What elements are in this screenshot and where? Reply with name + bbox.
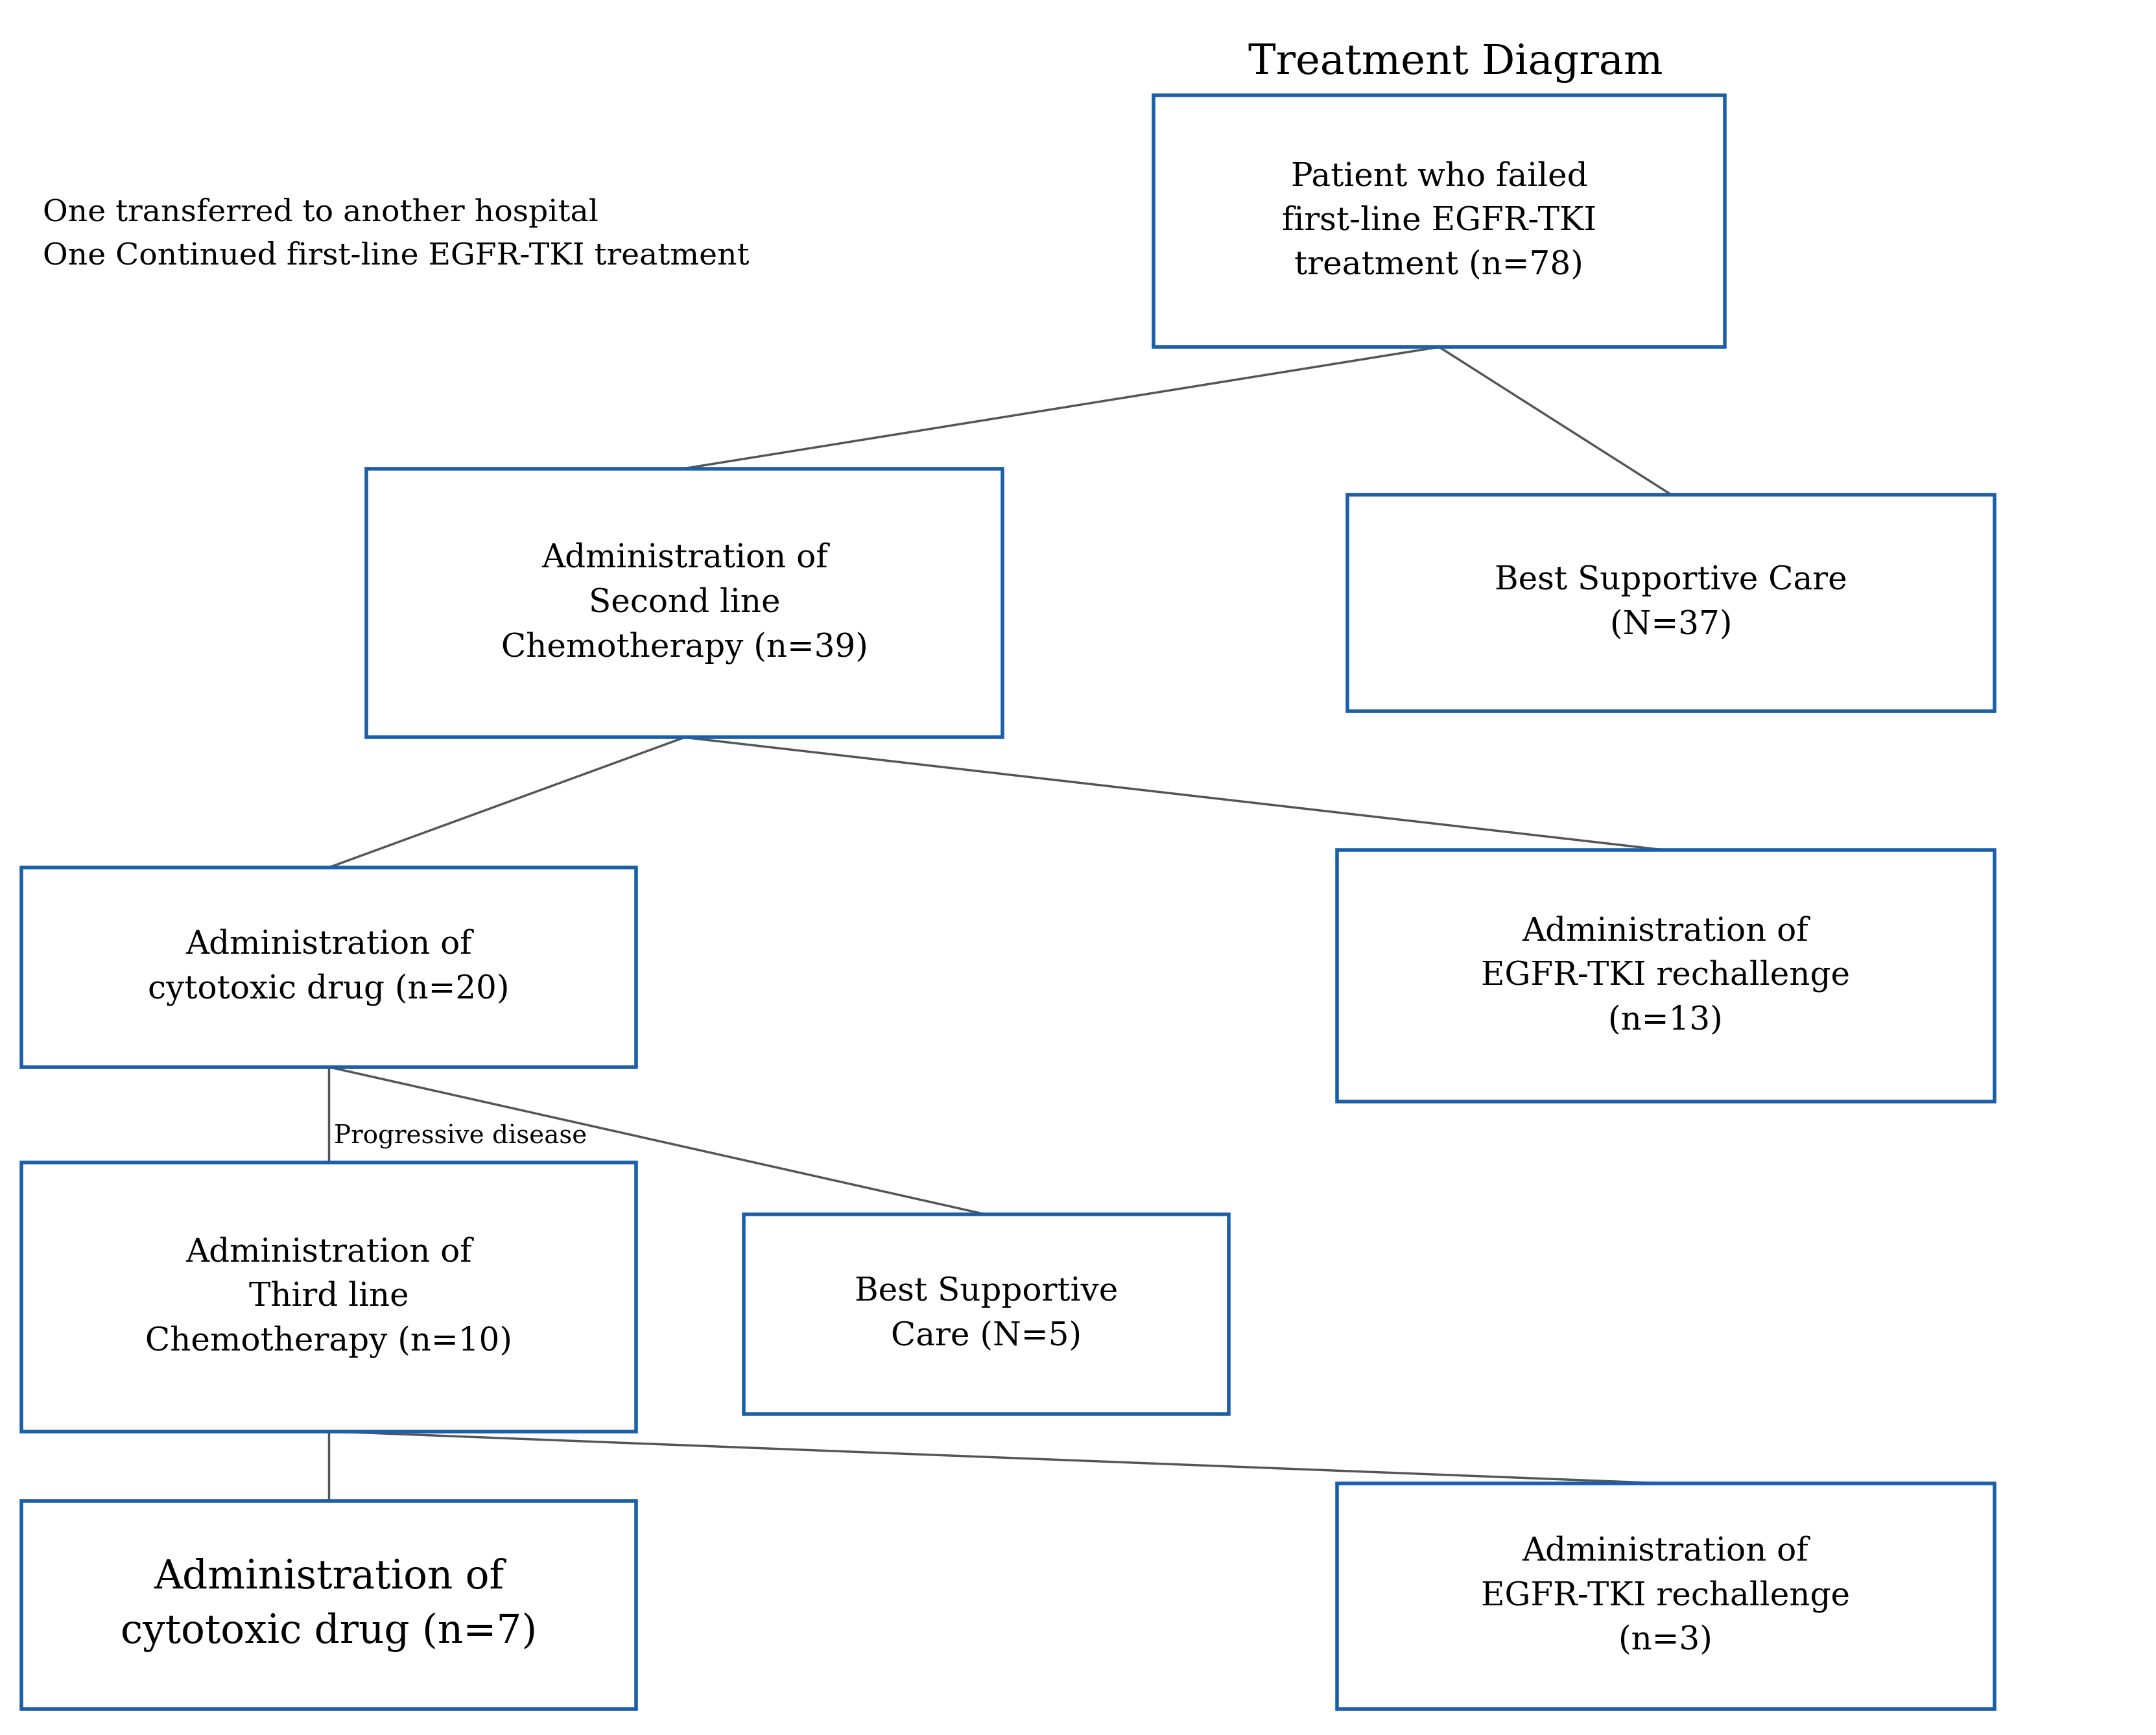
FancyBboxPatch shape bbox=[367, 468, 1003, 737]
FancyBboxPatch shape bbox=[744, 1214, 1229, 1414]
Text: Administration of
cytotoxic drug (n=20): Administration of cytotoxic drug (n=20) bbox=[149, 928, 509, 1006]
Text: Administration of
cytotoxic drug (n=7): Administration of cytotoxic drug (n=7) bbox=[121, 1558, 537, 1652]
Text: Treatment Diagram: Treatment Diagram bbox=[1248, 43, 1662, 83]
FancyBboxPatch shape bbox=[1337, 1483, 1994, 1709]
Text: Administration of
Second line
Chemotherapy (n=39): Administration of Second line Chemothera… bbox=[500, 541, 869, 665]
Text: Best Supportive Care
(N=37): Best Supportive Care (N=37) bbox=[1494, 564, 1848, 642]
FancyBboxPatch shape bbox=[1348, 494, 1994, 711]
FancyBboxPatch shape bbox=[22, 1501, 636, 1709]
Text: Administration of
EGFR-TKI rechallenge
(n=13): Administration of EGFR-TKI rechallenge (… bbox=[1481, 916, 1850, 1036]
FancyBboxPatch shape bbox=[22, 868, 636, 1067]
FancyBboxPatch shape bbox=[22, 1162, 636, 1431]
Text: Progressive disease: Progressive disease bbox=[334, 1124, 586, 1149]
Text: One transferred to another hospital
One Continued first-line EGFR-TKI treatment: One transferred to another hospital One … bbox=[43, 198, 750, 271]
Text: Administration of
EGFR-TKI rechallenge
(n=3): Administration of EGFR-TKI rechallenge (… bbox=[1481, 1535, 1850, 1657]
FancyBboxPatch shape bbox=[1337, 850, 1994, 1102]
Text: Administration of
Third line
Chemotherapy (n=10): Administration of Third line Chemotherap… bbox=[144, 1235, 513, 1359]
FancyBboxPatch shape bbox=[1153, 95, 1725, 347]
Text: Patient who failed
first-line EGFR-TKI
treatment (n=78): Patient who failed first-line EGFR-TKI t… bbox=[1283, 161, 1595, 281]
Text: Best Supportive
Care (N=5): Best Supportive Care (N=5) bbox=[854, 1275, 1119, 1353]
